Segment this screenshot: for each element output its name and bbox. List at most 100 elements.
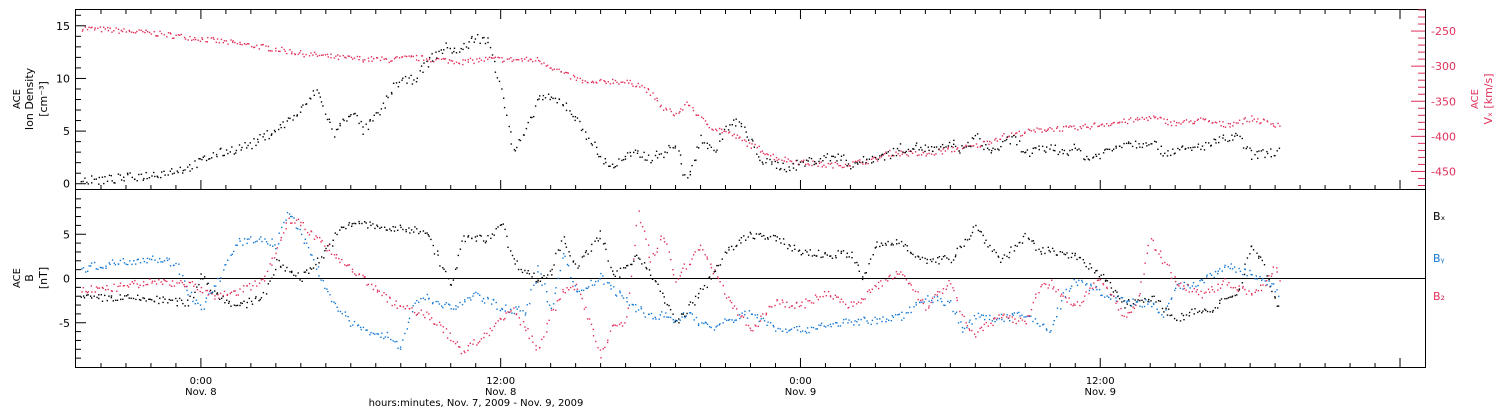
data-point bbox=[553, 68, 555, 70]
data-point bbox=[1056, 316, 1058, 318]
data-point bbox=[452, 279, 455, 281]
data-point bbox=[663, 316, 665, 318]
data-point bbox=[1048, 249, 1050, 252]
data-point bbox=[1016, 144, 1018, 146]
data-point bbox=[944, 304, 946, 307]
data-point bbox=[729, 124, 731, 126]
data-point bbox=[1113, 295, 1115, 297]
data-point bbox=[898, 273, 900, 275]
data-point bbox=[116, 299, 119, 301]
data-point bbox=[1139, 299, 1141, 302]
data-point bbox=[1062, 152, 1064, 155]
data-point bbox=[786, 331, 788, 334]
data-point bbox=[1266, 275, 1268, 277]
data-point bbox=[159, 257, 161, 260]
data-point bbox=[348, 115, 350, 118]
data-point bbox=[149, 278, 151, 280]
data-point bbox=[587, 82, 589, 84]
data-point bbox=[1108, 296, 1110, 298]
data-point bbox=[616, 270, 618, 272]
data-point bbox=[888, 275, 890, 278]
data-point bbox=[118, 32, 120, 34]
data-point bbox=[1259, 276, 1261, 278]
data-point bbox=[1171, 297, 1173, 299]
data-point bbox=[605, 161, 607, 164]
data-point bbox=[856, 161, 858, 163]
data-point bbox=[446, 337, 449, 339]
data-point bbox=[606, 282, 609, 284]
data-point bbox=[715, 326, 717, 328]
data-point bbox=[381, 332, 383, 334]
data-point bbox=[672, 313, 674, 315]
data-point bbox=[1030, 309, 1033, 311]
data-point bbox=[1000, 313, 1003, 316]
data-point bbox=[864, 317, 866, 319]
data-point bbox=[1257, 118, 1259, 120]
data-point bbox=[120, 298, 122, 301]
data-point bbox=[482, 240, 485, 242]
data-point bbox=[698, 292, 700, 295]
data-point bbox=[690, 312, 692, 314]
data-point bbox=[552, 308, 555, 311]
data-point bbox=[428, 235, 430, 237]
data-point bbox=[1181, 312, 1183, 315]
data-point bbox=[496, 77, 499, 79]
data-point bbox=[142, 281, 145, 283]
data-point bbox=[404, 55, 406, 57]
data-point bbox=[745, 131, 747, 133]
data-point bbox=[892, 316, 895, 318]
data-point bbox=[961, 147, 964, 150]
data-point bbox=[647, 154, 650, 156]
data-point bbox=[1060, 300, 1063, 302]
data-point bbox=[1224, 298, 1226, 300]
x-tick-time-label: 0:00 bbox=[190, 376, 212, 387]
data-point bbox=[215, 285, 217, 287]
data-point bbox=[798, 305, 801, 308]
data-point bbox=[749, 327, 751, 329]
data-point bbox=[369, 221, 371, 223]
data-point bbox=[669, 316, 672, 319]
data-point bbox=[1270, 275, 1273, 277]
data-point bbox=[1272, 266, 1274, 268]
data-point bbox=[1224, 139, 1226, 141]
data-point bbox=[455, 305, 457, 307]
data-point bbox=[1150, 300, 1152, 302]
data-point bbox=[1102, 152, 1105, 154]
data-point bbox=[685, 268, 688, 270]
data-point bbox=[672, 269, 674, 271]
data-point bbox=[332, 245, 334, 247]
data-point bbox=[388, 61, 390, 64]
data-point bbox=[182, 172, 184, 174]
data-point bbox=[210, 292, 212, 294]
data-point bbox=[918, 256, 920, 258]
data-point bbox=[1001, 135, 1004, 137]
data-point bbox=[810, 326, 813, 329]
data-point bbox=[167, 174, 169, 176]
data-point bbox=[435, 51, 437, 53]
data-point bbox=[124, 295, 126, 297]
data-point bbox=[857, 163, 859, 165]
data-point bbox=[695, 316, 698, 319]
data-point bbox=[667, 316, 670, 318]
data-point bbox=[733, 119, 735, 121]
data-point bbox=[1264, 280, 1266, 282]
data-point bbox=[503, 97, 505, 99]
data-point bbox=[405, 230, 407, 233]
data-point bbox=[178, 282, 180, 284]
data-point bbox=[1236, 294, 1238, 296]
data-point bbox=[351, 223, 353, 225]
data-point bbox=[1005, 138, 1008, 141]
data-point bbox=[856, 162, 858, 164]
data-point bbox=[826, 254, 828, 256]
data-point bbox=[376, 57, 378, 59]
data-point bbox=[206, 283, 208, 285]
data-point bbox=[756, 316, 758, 319]
data-point bbox=[989, 314, 991, 317]
data-point bbox=[1092, 156, 1095, 158]
data-point bbox=[1121, 297, 1124, 299]
data-point bbox=[1227, 122, 1230, 125]
data-point bbox=[840, 298, 843, 300]
data-point bbox=[754, 143, 756, 146]
data-point bbox=[472, 295, 474, 297]
data-point bbox=[1030, 315, 1032, 317]
